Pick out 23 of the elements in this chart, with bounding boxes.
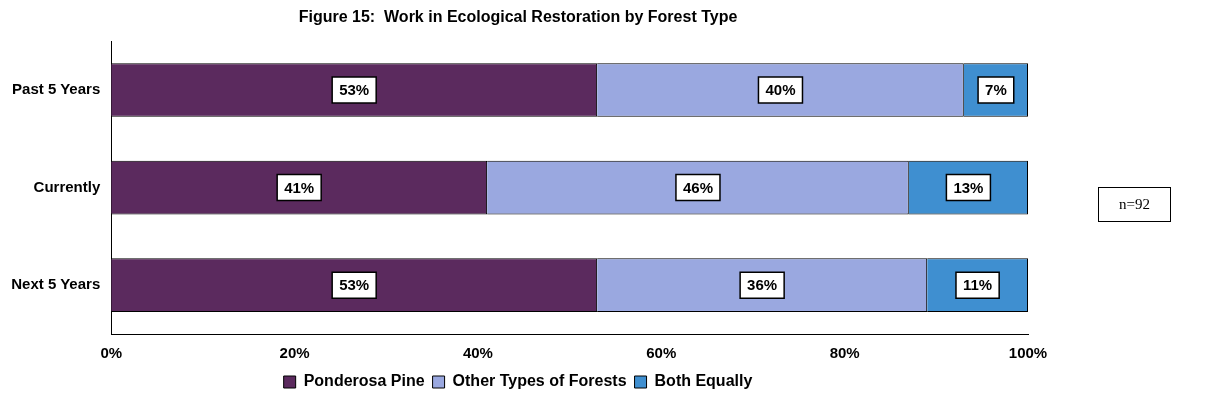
data-label: 46% [682,178,713,196]
data-label: 7% [985,81,1007,99]
data-label: 41% [284,178,315,196]
legend-label: Ponderosa Pine [303,372,425,390]
data-label: 53% [339,81,370,99]
x-tick-label: 20% [279,344,310,362]
legend-label: Other Types of Forests [452,372,627,390]
y-tick-label: Next 5 Years [11,275,101,293]
chart-title: Figure 15: Work in Ecological Restoration by Forest Type [298,8,738,26]
data-label: 53% [339,276,370,294]
x-tick-label: 100% [1008,344,1048,362]
x-tick-label: 80% [829,344,860,362]
data-label: 40% [765,81,796,99]
x-tick-label: 0% [100,344,123,362]
x-tick-label: 60% [646,344,677,362]
x-tick-label: 40% [462,344,493,362]
data-label: 36% [747,276,778,294]
y-tick-label: Past 5 Years [12,80,101,98]
data-label: 13% [953,178,984,196]
data-label: 11% [962,276,993,294]
text: n=92 [1098,186,1171,222]
y-tick-label: Currently [33,177,101,195]
legend-label: Both Equally [654,372,753,390]
